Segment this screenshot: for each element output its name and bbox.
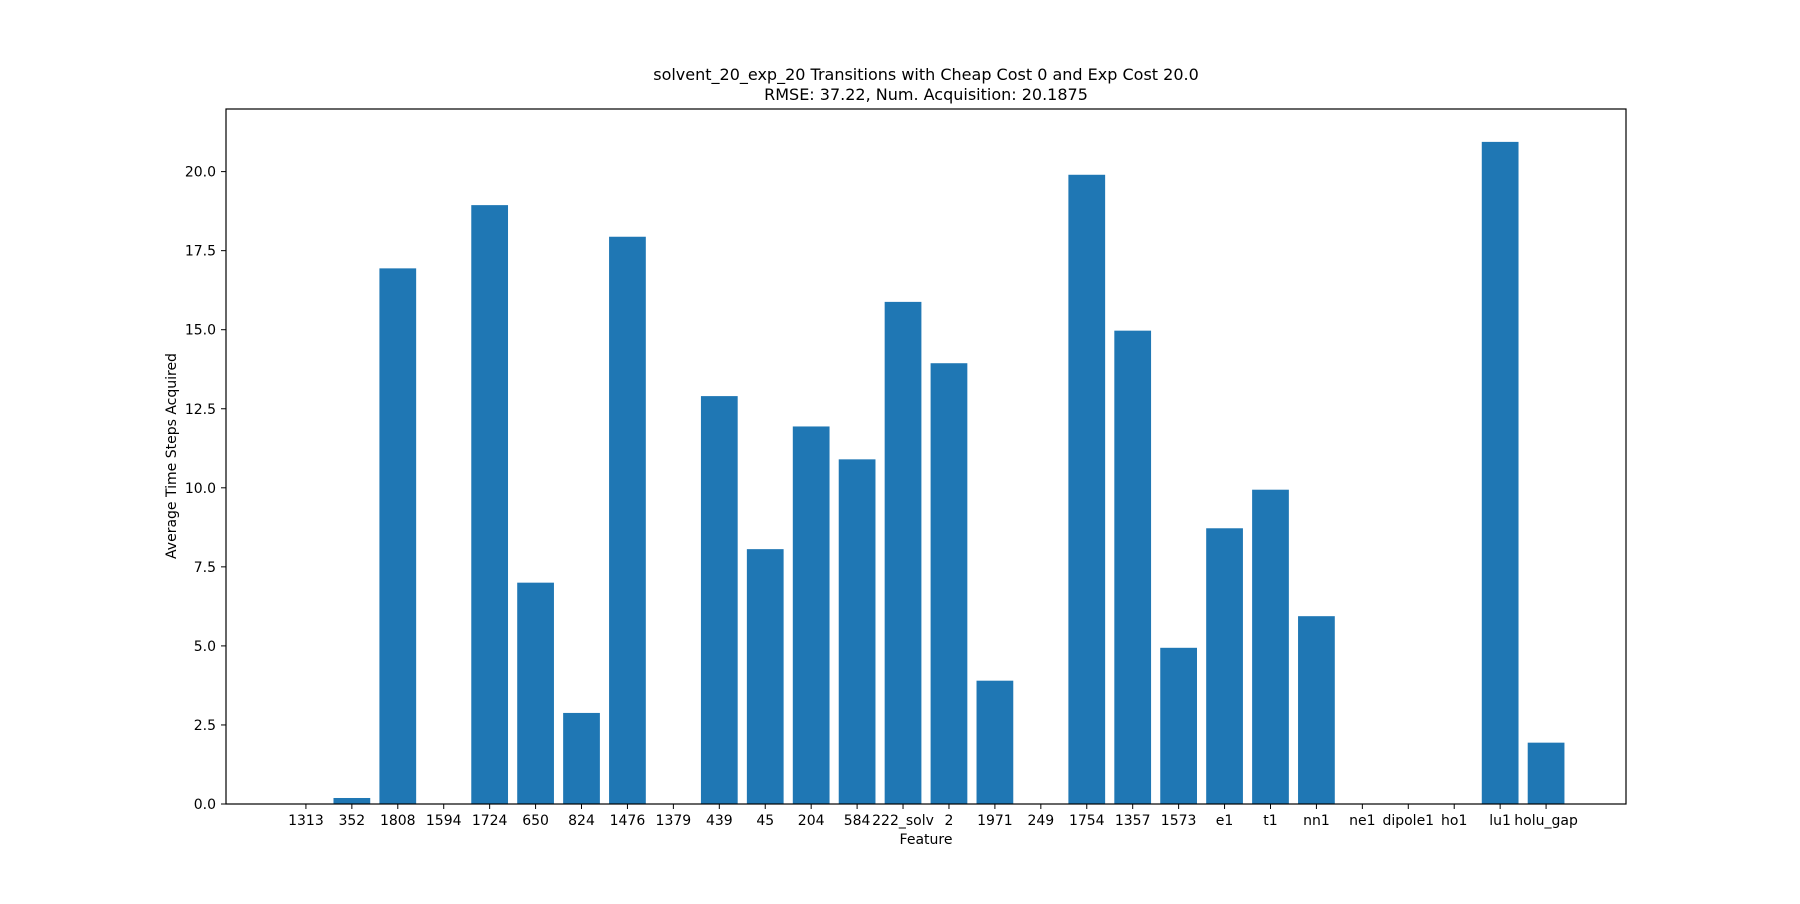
y-tick-label: 20.0 bbox=[185, 165, 216, 181]
x-tick-label: 249 bbox=[1027, 813, 1054, 829]
x-tick-label: 45 bbox=[756, 813, 774, 829]
x-axis: 1313 352 1808 1594 1724 650 824 1476 1379 439 45 20… bbox=[288, 804, 1578, 829]
x-tick-label: 1594 bbox=[426, 813, 462, 829]
bar-1573 bbox=[1160, 647, 1197, 804]
x-axis-label: Feature bbox=[900, 832, 953, 848]
x-tick-label: 1724 bbox=[472, 813, 508, 829]
bar-1357 bbox=[1114, 330, 1152, 804]
bar-1808 bbox=[379, 268, 417, 805]
bar-holu_gap bbox=[1527, 742, 1565, 804]
plot-frame bbox=[225, 108, 1627, 805]
bar-584 bbox=[838, 459, 876, 804]
bar-t1 bbox=[1252, 489, 1289, 804]
x-tick-label: 824 bbox=[568, 813, 595, 829]
y-tick-label: 17.5 bbox=[185, 244, 216, 260]
bar-222_solv bbox=[884, 301, 922, 804]
bar-2 bbox=[930, 363, 968, 804]
x-tick-label: dipole1 bbox=[1382, 813, 1434, 829]
chart-title: solvent_20_exp_20 Transitions with Cheap… bbox=[653, 65, 1199, 85]
bar-204 bbox=[792, 426, 830, 804]
bar-1971 bbox=[976, 680, 1014, 804]
y-tick-label: 10.0 bbox=[185, 481, 216, 497]
y-tick-label: 2.5 bbox=[194, 718, 216, 734]
y-tick-label: 12.5 bbox=[185, 402, 216, 418]
x-tick-label: 439 bbox=[706, 813, 733, 829]
bar-lu1 bbox=[1481, 141, 1519, 804]
x-tick-label: e1 bbox=[1216, 813, 1234, 829]
x-tick-label: 1573 bbox=[1161, 813, 1197, 829]
bar-650 bbox=[517, 582, 554, 804]
x-tick-label: holu_gap bbox=[1514, 813, 1578, 829]
x-tick-label: 1313 bbox=[288, 813, 324, 829]
x-tick-label: 1379 bbox=[656, 813, 692, 829]
y-axis: 0.0 2.5 5.0 7.5 10.0 12.5 15.0 17.5 20.0 bbox=[185, 165, 226, 813]
x-tick-label: nn1 bbox=[1303, 813, 1330, 829]
x-tick-label: 1357 bbox=[1115, 813, 1151, 829]
chart-subtitle: RMSE: 37.22, Num. Acquisition: 20.1875 bbox=[764, 85, 1088, 104]
x-tick-label: 1754 bbox=[1069, 813, 1105, 829]
x-tick-label: 204 bbox=[798, 813, 825, 829]
bar-352 bbox=[333, 797, 371, 804]
x-tick-label: 222_solv bbox=[872, 813, 934, 829]
bars-group bbox=[333, 141, 1565, 805]
bar-45 bbox=[746, 549, 784, 804]
bar-439 bbox=[700, 396, 738, 804]
x-tick-label: 650 bbox=[522, 813, 549, 829]
x-tick-label: ho1 bbox=[1441, 813, 1467, 829]
bar-1476 bbox=[609, 236, 646, 804]
x-tick-label: lu1 bbox=[1489, 813, 1511, 829]
x-tick-label: 352 bbox=[338, 813, 365, 829]
y-axis-label: Average Time Steps Acquired bbox=[164, 353, 180, 559]
y-tick-label: 5.0 bbox=[194, 639, 216, 655]
x-tick-label: 1476 bbox=[610, 813, 646, 829]
bar-nn1 bbox=[1298, 616, 1335, 804]
x-tick-label: 1971 bbox=[977, 813, 1013, 829]
x-tick-label: 584 bbox=[844, 813, 871, 829]
x-tick-label: 1808 bbox=[380, 813, 416, 829]
bar-1724 bbox=[471, 205, 509, 804]
x-tick-label: 2 bbox=[945, 813, 954, 829]
x-tick-label: t1 bbox=[1263, 813, 1277, 829]
x-tick-label: ne1 bbox=[1349, 813, 1375, 829]
bar-e1 bbox=[1206, 528, 1243, 804]
y-tick-label: 15.0 bbox=[185, 323, 216, 339]
y-tick-label: 0.0 bbox=[194, 797, 216, 813]
y-tick-label: 7.5 bbox=[194, 560, 216, 576]
bar-1754 bbox=[1068, 174, 1106, 805]
bar-824 bbox=[563, 712, 600, 804]
